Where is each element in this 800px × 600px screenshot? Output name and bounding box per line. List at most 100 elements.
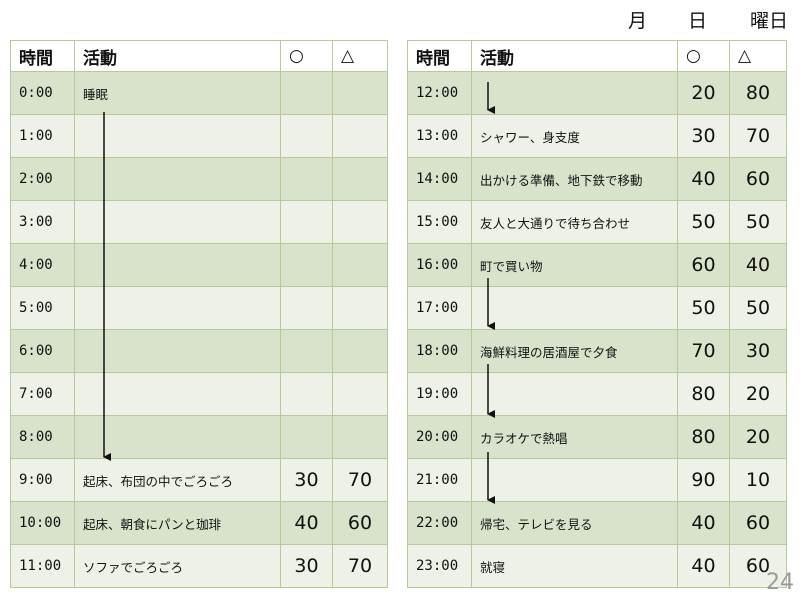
table-row: 20:00 カラオケで熱唱 80 20 (407, 415, 787, 459)
table-row: 4:00 (10, 243, 388, 287)
circle-value-cell: 50 (677, 200, 730, 244)
table-row: 22:00 帰宅、テレビを見る 40 60 (407, 501, 787, 545)
table-row: 15:00 友人と大通りで待ち合わせ 50 50 (407, 200, 787, 244)
circle-value-cell (280, 286, 333, 330)
circle-value-cell (280, 415, 333, 459)
table-row: 21:00 90 10 (407, 458, 787, 502)
table-row: 2:00 (10, 157, 388, 201)
triangle-value-cell (332, 114, 388, 158)
table-row: 7:00 (10, 372, 388, 416)
header-day: 日 (688, 10, 708, 32)
column-header-triangle: △ (729, 40, 787, 72)
column-header-circle: ○ (677, 40, 730, 72)
table-row: 0:00 睡眠 (10, 71, 388, 115)
circle-value-cell: 40 (677, 544, 730, 588)
circle-value-cell (280, 200, 333, 244)
triangle-value-cell: 70 (729, 114, 787, 158)
time-cell: 6:00 (10, 329, 75, 373)
time-cell: 1:00 (10, 114, 75, 158)
triangle-value-cell: 50 (729, 286, 787, 330)
activity-cell: 帰宅、テレビを見る (471, 501, 678, 545)
time-cell: 22:00 (407, 501, 472, 545)
table-row: 23:00 就寝 40 60 (407, 544, 787, 588)
table-row: 1:00 (10, 114, 388, 158)
circle-value-cell: 80 (677, 415, 730, 459)
triangle-value-cell: 50 (729, 200, 787, 244)
circle-value-cell: 50 (677, 286, 730, 330)
circle-value-cell: 30 (280, 544, 333, 588)
time-cell: 9:00 (10, 458, 75, 502)
activity-cell (74, 114, 281, 158)
time-cell: 17:00 (407, 286, 472, 330)
triangle-value-cell (332, 243, 388, 287)
activity-cell: シャワー、身支度 (471, 114, 678, 158)
activity-cell: ソファでごろごろ (74, 544, 281, 588)
circle-value-cell (280, 71, 333, 115)
time-cell: 2:00 (10, 157, 75, 201)
triangle-value-cell: 60 (729, 501, 787, 545)
time-cell: 23:00 (407, 544, 472, 588)
triangle-value-cell: 20 (729, 415, 787, 459)
time-cell: 19:00 (407, 372, 472, 416)
activity-cell (74, 372, 281, 416)
activity-cell: カラオケで熱唱 (471, 415, 678, 459)
activity-cell: 睡眠 (74, 71, 281, 115)
time-cell: 5:00 (10, 286, 75, 330)
activity-cell (74, 200, 281, 244)
page-number: 24 (766, 570, 794, 595)
activity-cell: 就寝 (471, 544, 678, 588)
circle-value-cell: 90 (677, 458, 730, 502)
time-cell: 3:00 (10, 200, 75, 244)
activity-cell: 友人と大通りで待ち合わせ (471, 200, 678, 244)
activity-cell (471, 71, 678, 115)
circle-value-cell (280, 243, 333, 287)
table-row: 19:00 80 20 (407, 372, 787, 416)
table-row: 14:00 出かける準備、地下鉄で移動 40 60 (407, 157, 787, 201)
triangle-value-cell: 70 (332, 544, 388, 588)
triangle-value-cell: 30 (729, 329, 787, 373)
triangle-value-cell: 10 (729, 458, 787, 502)
triangle-value-cell (332, 157, 388, 201)
circle-value-cell: 40 (280, 501, 333, 545)
column-header-activity: 活動 (471, 40, 678, 72)
column-header-time: 時間 (407, 40, 472, 72)
activity-cell (74, 243, 281, 287)
table-row: 11:00 ソファでごろごろ 30 70 (10, 544, 388, 588)
activity-cell: 起床、布団の中でごろごろ (74, 458, 281, 502)
time-cell: 0:00 (10, 71, 75, 115)
table-row: 6:00 (10, 329, 388, 373)
circle-value-cell (280, 157, 333, 201)
activity-cell (74, 415, 281, 459)
time-cell: 13:00 (407, 114, 472, 158)
circle-value-cell: 30 (677, 114, 730, 158)
table-row: 10:00 起床、朝食にパンと珈琲 40 60 (10, 501, 388, 545)
triangle-value-cell (332, 200, 388, 244)
table-row: 8:00 (10, 415, 388, 459)
table-row: 16:00 町で買い物 60 40 (407, 243, 787, 287)
table-row: 3:00 (10, 200, 388, 244)
table-row: 9:00 起床、布団の中でごろごろ 30 70 (10, 458, 388, 502)
triangle-value-cell (332, 286, 388, 330)
activity-cell (471, 372, 678, 416)
time-cell: 8:00 (10, 415, 75, 459)
time-cell: 15:00 (407, 200, 472, 244)
activity-cell: 町で買い物 (471, 243, 678, 287)
activity-cell (471, 286, 678, 330)
circle-value-cell (280, 372, 333, 416)
column-header-circle: ○ (280, 40, 333, 72)
triangle-value-cell: 70 (332, 458, 388, 502)
time-cell: 20:00 (407, 415, 472, 459)
time-cell: 7:00 (10, 372, 75, 416)
activity-cell: 出かける準備、地下鉄で移動 (471, 157, 678, 201)
table-row: 17:00 50 50 (407, 286, 787, 330)
time-cell: 12:00 (407, 71, 472, 115)
circle-value-cell (280, 329, 333, 373)
circle-value-cell: 80 (677, 372, 730, 416)
circle-value-cell: 60 (677, 243, 730, 287)
table-row: 18:00 海鮮料理の居酒屋で夕食 70 30 (407, 329, 787, 373)
time-cell: 16:00 (407, 243, 472, 287)
activity-cell (74, 286, 281, 330)
time-cell: 14:00 (407, 157, 472, 201)
triangle-value-cell: 40 (729, 243, 787, 287)
triangle-value-cell: 20 (729, 372, 787, 416)
